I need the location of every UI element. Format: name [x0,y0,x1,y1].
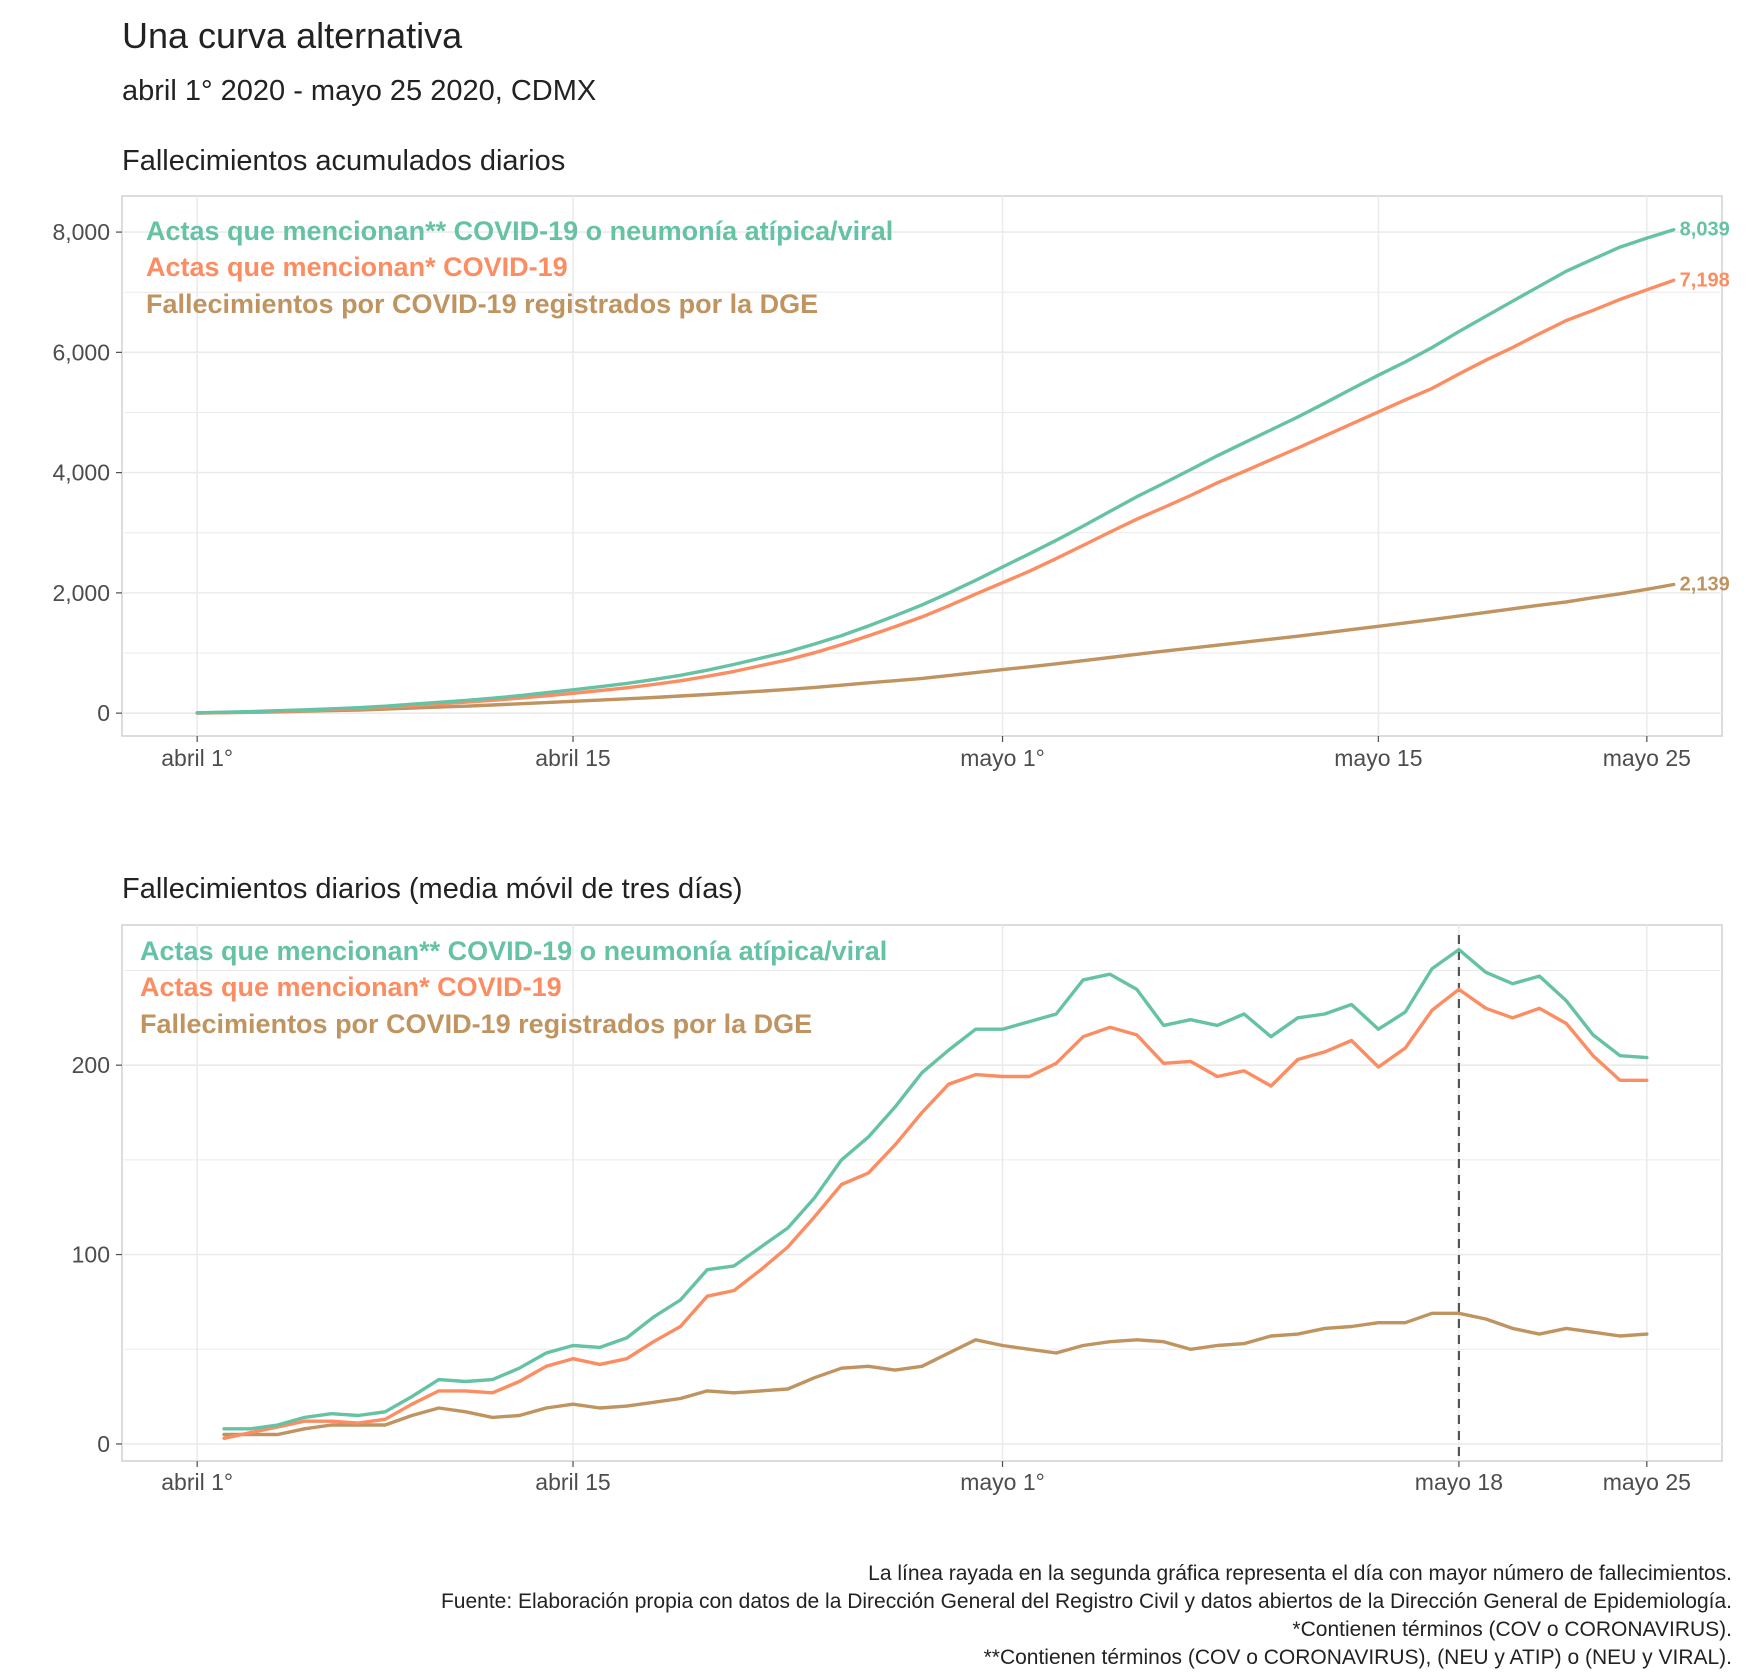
x-tick-label: mayo 25 [1603,745,1691,771]
caption-line-4: **Contienen términos (COV o CORONAVIRUS)… [984,1646,1732,1669]
x-tick-label: mayo 1° [960,1469,1045,1495]
y-tick-label: 8,000 [52,219,110,245]
panel-title-cumulative: Fallecimientos acumulados diarios [122,145,565,177]
end-label-green: 8,039 [1680,219,1730,241]
y-tick-label: 4,000 [52,460,110,486]
legend-brown-daily: Fallecimientos por COVID-19 registrados … [140,1009,812,1039]
gridlines [122,925,1722,1461]
y-tick-label: 200 [72,1052,110,1078]
end-label-orange: 7,198 [1680,269,1730,291]
x-tick-label: mayo 1° [960,745,1045,771]
legend-green: Actas que mencionan** COVID-19 o neumoní… [146,216,893,246]
x-tick-label: mayo 18 [1415,1469,1503,1495]
caption-line-3: *Contienen términos (COV o CORONAVIRUS). [1292,1618,1732,1641]
x-tick-label: abril 1° [161,745,233,771]
y-tick-label: 2,000 [52,580,110,606]
plot-frame-daily [121,924,1723,1462]
legend-brown: Fallecimientos por COVID-19 registrados … [146,289,818,319]
x-tick-label: mayo 15 [1334,745,1422,771]
caption-line-1: La línea rayada en la segunda gráfica re… [868,1562,1732,1585]
series-line-orange [222,987,1649,1441]
x-tick-label: abril 15 [535,1469,610,1495]
plot-frame-cumulative [121,195,1723,737]
cumulative-panel: Fallecimientos acumulados diarios 0 2,000… [52,145,1729,771]
series-line-green [222,947,1649,1431]
legend-green-daily: Actas que mencionan** COVID-19 o neumoní… [140,936,887,966]
daily-panel: Fallecimientos diarios (media móvil de t… [72,873,1723,1495]
gridlines [122,196,1722,736]
x-tick-label: abril 15 [535,745,610,771]
chart-title: Una curva alternativa [122,15,463,56]
panel-title-daily: Fallecimientos diarios (media móvil de t… [122,873,743,905]
series-line-brown [195,582,1676,715]
y-tick-label: 6,000 [52,339,110,365]
chart-subtitle: abril 1° 2020 - mayo 25 2020, CDMX [122,75,596,107]
caption-line-2: Fuente: Elaboración propia con datos de … [441,1590,1732,1613]
legend-orange: Actas que mencionan* COVID-19 [146,252,568,282]
x-tick-label: mayo 25 [1603,1469,1691,1495]
end-label-brown: 2,139 [1680,574,1730,596]
y-tick-label: 0 [97,1431,110,1457]
legend-orange-daily: Actas que mencionan* COVID-19 [140,972,562,1002]
series-line-green [195,227,1676,715]
x-tick-label: abril 1° [161,1469,233,1495]
y-tick-label: 100 [72,1242,110,1268]
y-tick-label: 0 [97,700,110,726]
series-line-brown [222,1311,1649,1437]
